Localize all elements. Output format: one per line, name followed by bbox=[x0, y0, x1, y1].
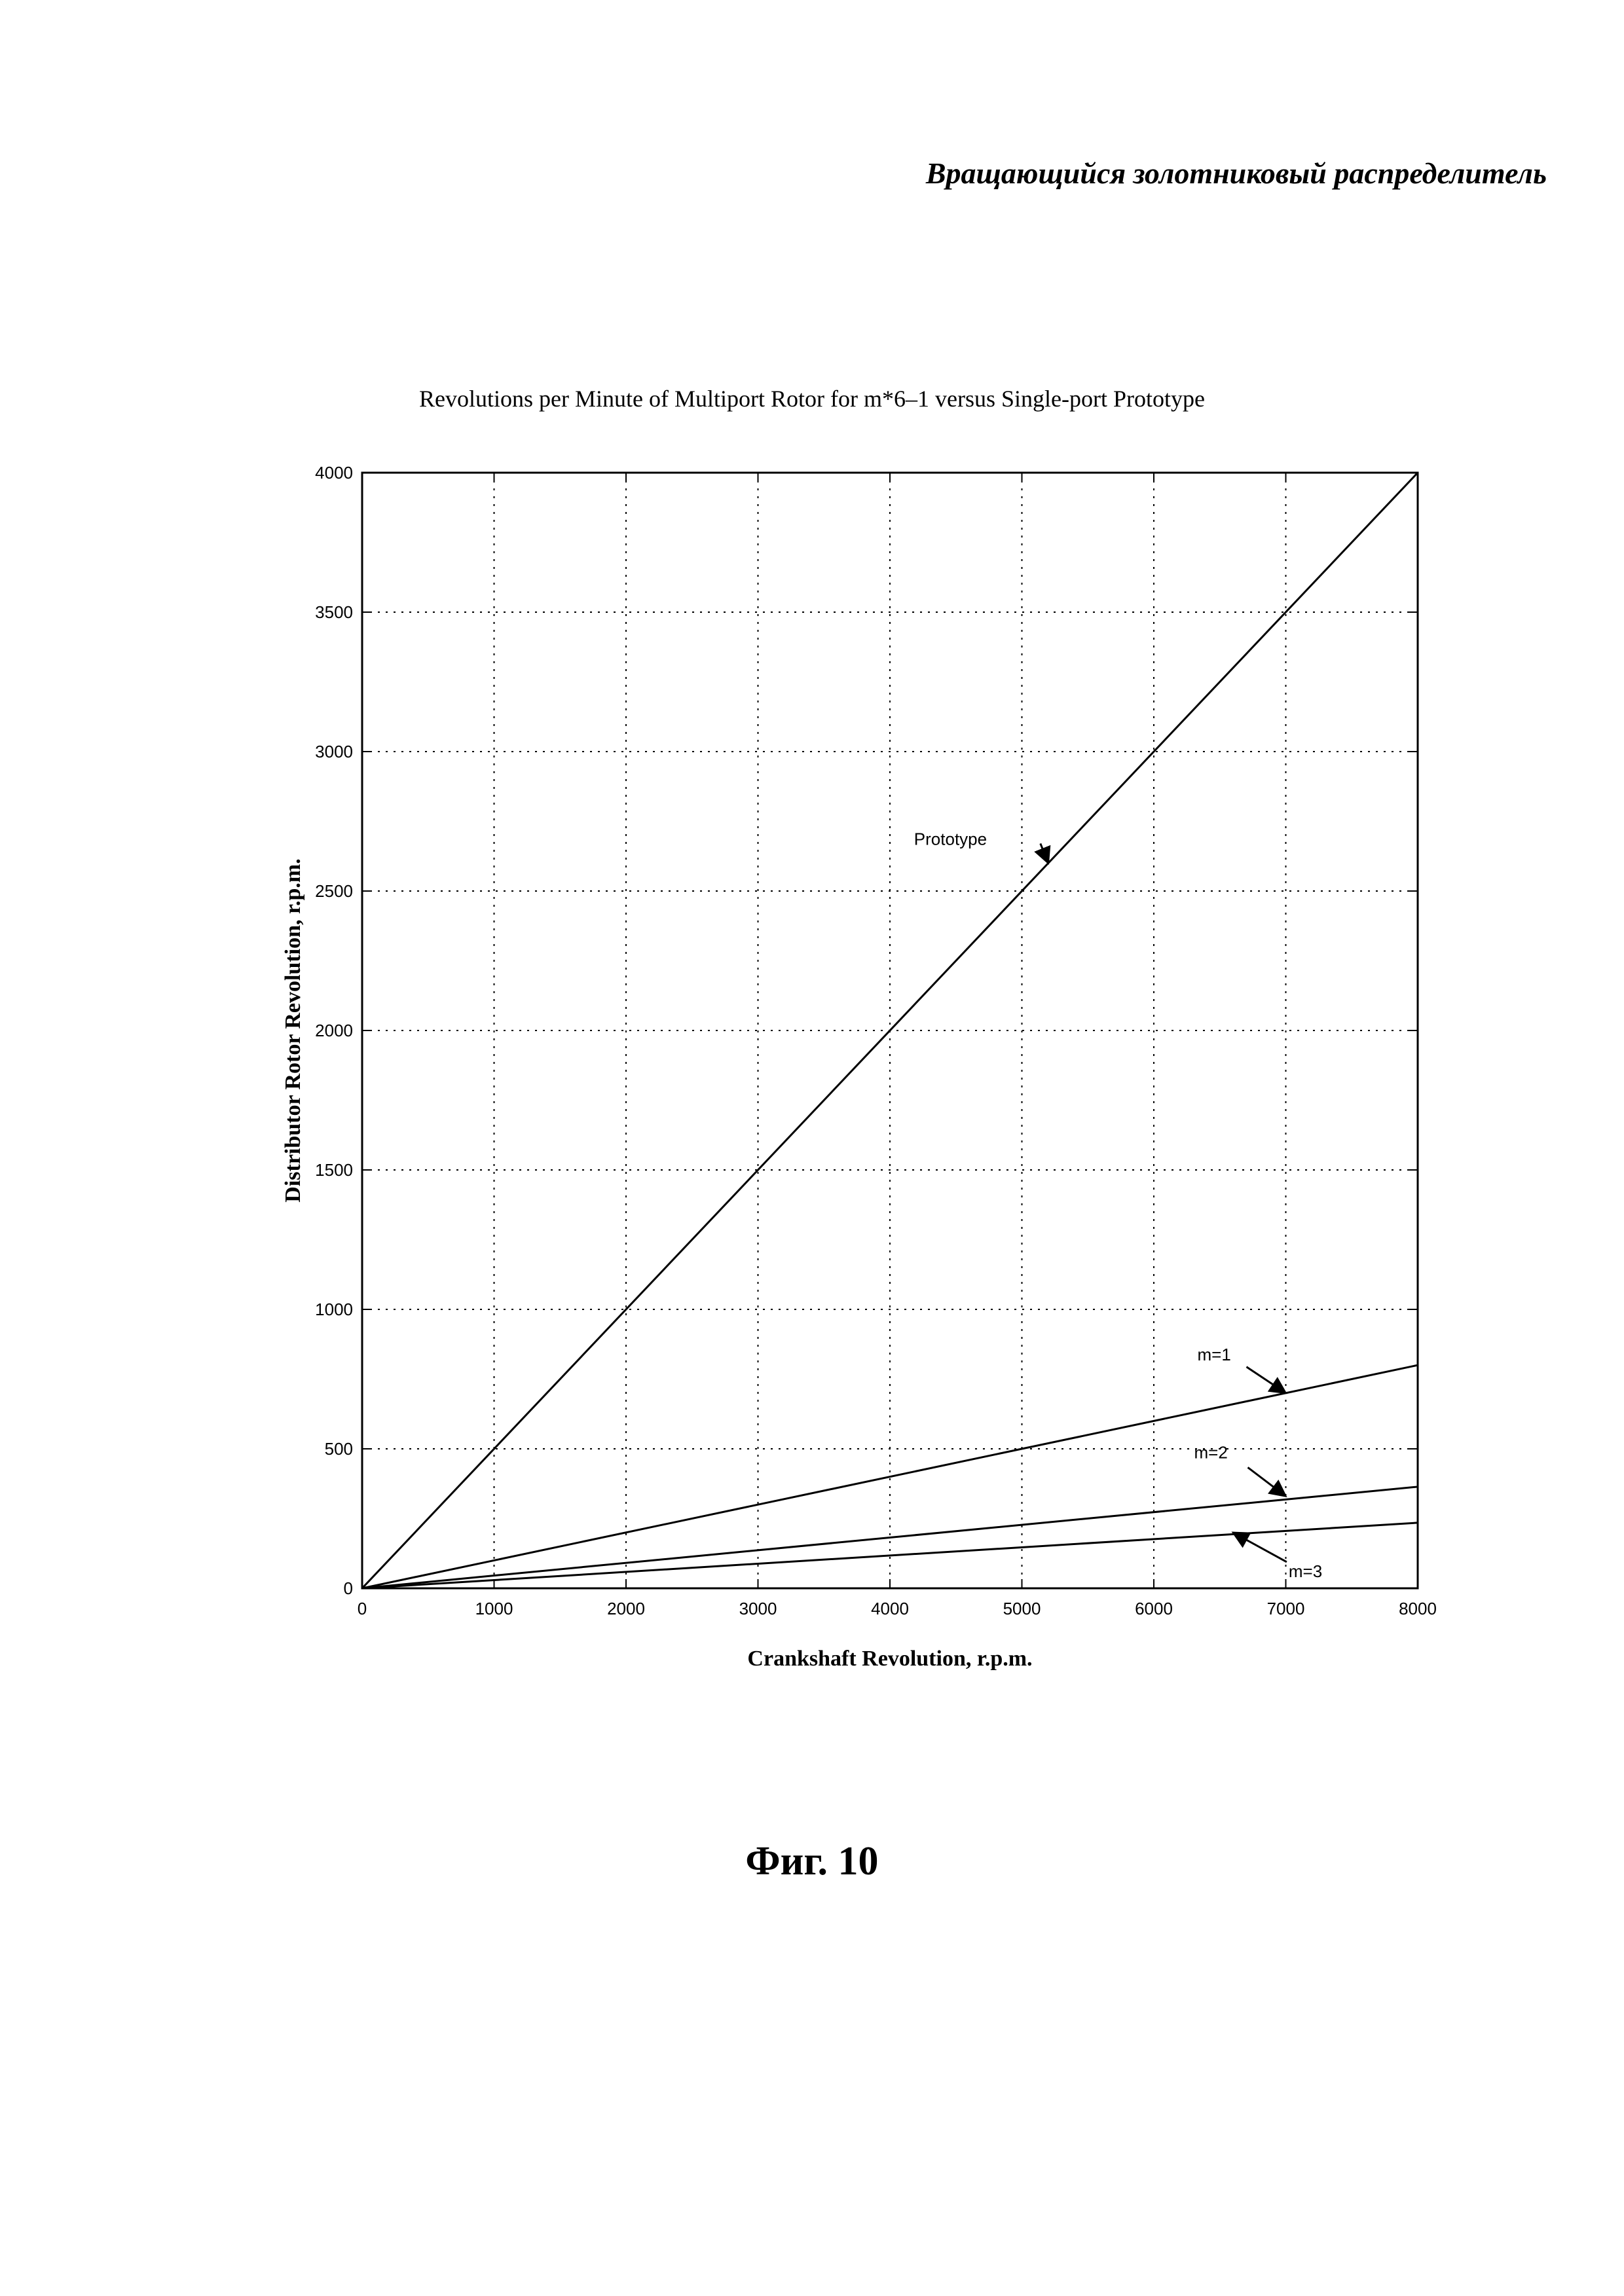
y-tick-label: 2000 bbox=[315, 1021, 353, 1040]
x-tick-label: 1000 bbox=[475, 1599, 513, 1618]
y-tick-label: 500 bbox=[325, 1439, 353, 1459]
x-tick-label: 4000 bbox=[871, 1599, 909, 1618]
y-tick-label: 4000 bbox=[315, 463, 353, 483]
y-tick-label: 1000 bbox=[315, 1300, 353, 1319]
annotation-arrow bbox=[1248, 1467, 1286, 1496]
y-tick-label: 0 bbox=[344, 1578, 353, 1598]
annotation-arrow bbox=[1247, 1367, 1286, 1393]
annotations: Prototype m=1 m=2 m=3 bbox=[914, 829, 1322, 1580]
y-tick-label: 2500 bbox=[315, 881, 353, 901]
annotation-label: m=3 bbox=[1289, 1561, 1322, 1581]
figure-caption: Фиг. 10 bbox=[0, 1838, 1624, 1885]
x-tick-label: 6000 bbox=[1135, 1599, 1173, 1618]
y-tick-label: 3500 bbox=[315, 602, 353, 622]
x-tick-label: 0 bbox=[358, 1599, 367, 1618]
annotation-arrow bbox=[1041, 843, 1048, 863]
annotation-arrow bbox=[1233, 1533, 1287, 1562]
y-tick-label: 3000 bbox=[315, 742, 353, 761]
y-tick-label: 1500 bbox=[315, 1160, 353, 1180]
y-axis-label: Distributor Rotor Revolution, r.p.m. bbox=[281, 858, 305, 1202]
x-tick-label: 2000 bbox=[607, 1599, 645, 1618]
annotation-label: m=2 bbox=[1194, 1442, 1228, 1462]
x-tick-label: 7000 bbox=[1267, 1599, 1305, 1618]
annotation-label: m=1 bbox=[1198, 1345, 1231, 1364]
axis-ticks: 0 1000 2000 3000 4000 5000 6000 7000 8000 0 500 100… bbox=[315, 463, 1437, 1618]
x-tick-label: 3000 bbox=[739, 1599, 777, 1618]
x-tick-label: 5000 bbox=[1003, 1599, 1041, 1618]
x-tick-label: 8000 bbox=[1399, 1599, 1437, 1618]
annotation-label: Prototype bbox=[914, 829, 987, 848]
x-axis-label: Crankshaft Revolution, r.p.m. bbox=[747, 1647, 1032, 1671]
